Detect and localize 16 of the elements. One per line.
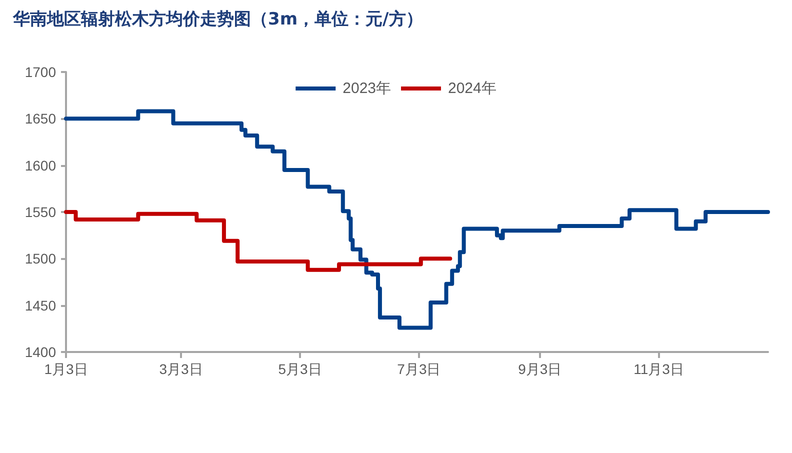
legend-label: 2023年 <box>342 80 392 97</box>
x-tick-label: 7月3日 <box>397 361 441 377</box>
x-tick-label: 1月3日 <box>44 361 88 377</box>
y-tick-label: 1500 <box>24 250 56 267</box>
y-tick-label: 1400 <box>24 344 56 360</box>
y-tick-label: 1600 <box>24 157 56 174</box>
y-tick-label: 1650 <box>24 110 56 127</box>
chart-title: 华南地区辐射松木方均价走势图（3m，单位：元/方） <box>12 10 423 30</box>
legend-label: 2024年 <box>448 80 496 97</box>
y-tick-label: 1700 <box>24 64 56 80</box>
x-tick-label: 11月3日 <box>634 361 684 377</box>
y-tick-label: 1550 <box>24 204 56 220</box>
x-tick-label: 9月3日 <box>518 361 562 377</box>
y-tick-label: 1450 <box>24 297 56 314</box>
x-tick-label: 5月3日 <box>278 361 322 377</box>
x-tick-label: 3月3日 <box>159 361 203 377</box>
